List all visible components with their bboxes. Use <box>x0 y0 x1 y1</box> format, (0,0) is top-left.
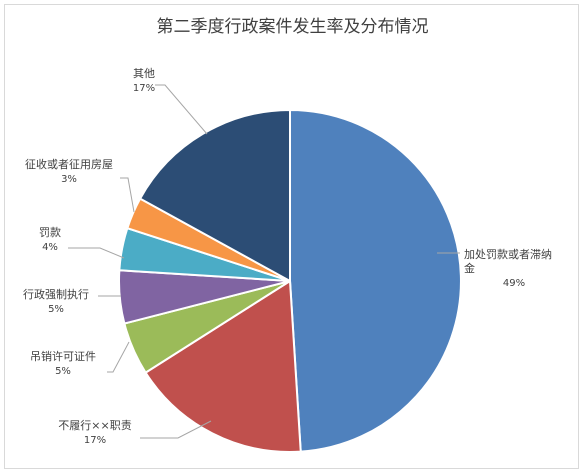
slice-percent-label: 5% <box>55 366 71 377</box>
slice-label: 吊销许可证件 <box>30 349 96 363</box>
slice-percent-label: 5% <box>48 304 64 315</box>
slice-percent-label: 3% <box>61 174 77 185</box>
slice-label: 金 <box>464 261 475 275</box>
leader-line <box>68 247 125 259</box>
slice-percent-label: 17% <box>133 83 155 94</box>
slice-label: 不履行××职责 <box>58 419 131 432</box>
slice-label: 加处罚款或者滞纳 <box>464 247 552 261</box>
slice-label: 行政强制执行 <box>23 287 89 301</box>
slice-label: 征收或者征用房屋 <box>25 157 113 171</box>
leader-line <box>107 341 130 373</box>
leader-line <box>120 177 135 213</box>
slice-label: 其他 <box>133 67 155 80</box>
pie-slice <box>138 108 291 283</box>
slice-label: 罚款 <box>39 225 61 239</box>
slice-percent-label: 17% <box>84 435 106 446</box>
pie-slice <box>144 279 302 453</box>
leader-line <box>155 84 208 135</box>
pie-slice <box>289 108 462 453</box>
leader-line <box>140 420 212 439</box>
slice-percent-label: 49% <box>503 278 525 289</box>
chart-title: 第二季度行政案件发生率及分布情况 <box>156 17 429 37</box>
slice-percent-label: 4% <box>42 242 58 253</box>
